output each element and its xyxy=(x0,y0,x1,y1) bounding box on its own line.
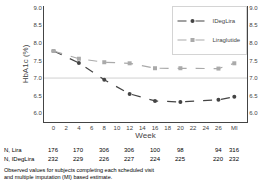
svg-text:100: 100 xyxy=(150,147,161,153)
svg-text:7.5: 7.5 xyxy=(249,58,258,64)
svg-text:12: 12 xyxy=(126,125,133,131)
svg-text:98: 98 xyxy=(177,147,184,153)
svg-text:16: 16 xyxy=(152,125,159,131)
svg-text:Liraglutide: Liraglutide xyxy=(213,37,241,43)
svg-text:22: 22 xyxy=(190,125,197,131)
svg-text:8.5: 8.5 xyxy=(249,22,258,28)
svg-text:14: 14 xyxy=(139,125,146,131)
svg-text:24: 24 xyxy=(202,125,209,131)
svg-text:229: 229 xyxy=(73,156,84,162)
svg-text:176: 176 xyxy=(48,147,59,153)
svg-text:232: 232 xyxy=(229,156,240,162)
svg-text:6: 6 xyxy=(90,125,94,131)
svg-text:224: 224 xyxy=(150,156,161,162)
svg-text:9.0: 9.0 xyxy=(33,5,42,11)
svg-text:IDegLira: IDegLira xyxy=(213,18,236,24)
svg-text:8: 8 xyxy=(103,125,107,131)
svg-text:6.5: 6.5 xyxy=(33,93,42,99)
svg-text:4: 4 xyxy=(77,125,81,131)
svg-text:0: 0 xyxy=(52,125,56,131)
svg-text:6.0: 6.0 xyxy=(249,110,258,116)
svg-text:7.5: 7.5 xyxy=(33,58,42,64)
svg-text:2: 2 xyxy=(65,125,69,131)
svg-text:26: 26 xyxy=(215,125,222,131)
svg-text:18: 18 xyxy=(164,125,171,131)
svg-text:8.0: 8.0 xyxy=(249,40,258,46)
svg-text:170: 170 xyxy=(73,147,84,153)
svg-text:10: 10 xyxy=(114,125,121,131)
svg-text:N, IDegLira: N, IDegLira xyxy=(4,156,35,162)
svg-text:HbA1c (%): HbA1c (%) xyxy=(21,44,30,83)
svg-text:Week: Week xyxy=(135,131,156,140)
svg-text:MI: MI xyxy=(231,125,238,131)
svg-text:6.0: 6.0 xyxy=(33,110,42,116)
svg-text:232: 232 xyxy=(48,156,59,162)
svg-text:306: 306 xyxy=(99,147,110,153)
svg-text:8.0: 8.0 xyxy=(33,40,42,46)
svg-text:20: 20 xyxy=(177,125,184,131)
svg-text:94: 94 xyxy=(215,147,222,153)
svg-text:Observed values for subjects c: Observed values for subjects completing … xyxy=(4,167,155,180)
svg-text:9.0: 9.0 xyxy=(249,5,258,11)
svg-text:7.0: 7.0 xyxy=(33,75,42,81)
svg-text:7.0: 7.0 xyxy=(249,75,258,81)
svg-text:226: 226 xyxy=(99,156,110,162)
svg-text:316: 316 xyxy=(229,147,240,153)
svg-text:8.5: 8.5 xyxy=(33,22,42,28)
svg-text:N, Lira: N, Lira xyxy=(4,147,22,153)
svg-text:227: 227 xyxy=(124,156,135,162)
svg-text:6.5: 6.5 xyxy=(249,93,258,99)
svg-text:220: 220 xyxy=(213,156,224,162)
svg-text:306: 306 xyxy=(124,147,135,153)
svg-text:225: 225 xyxy=(175,156,186,162)
